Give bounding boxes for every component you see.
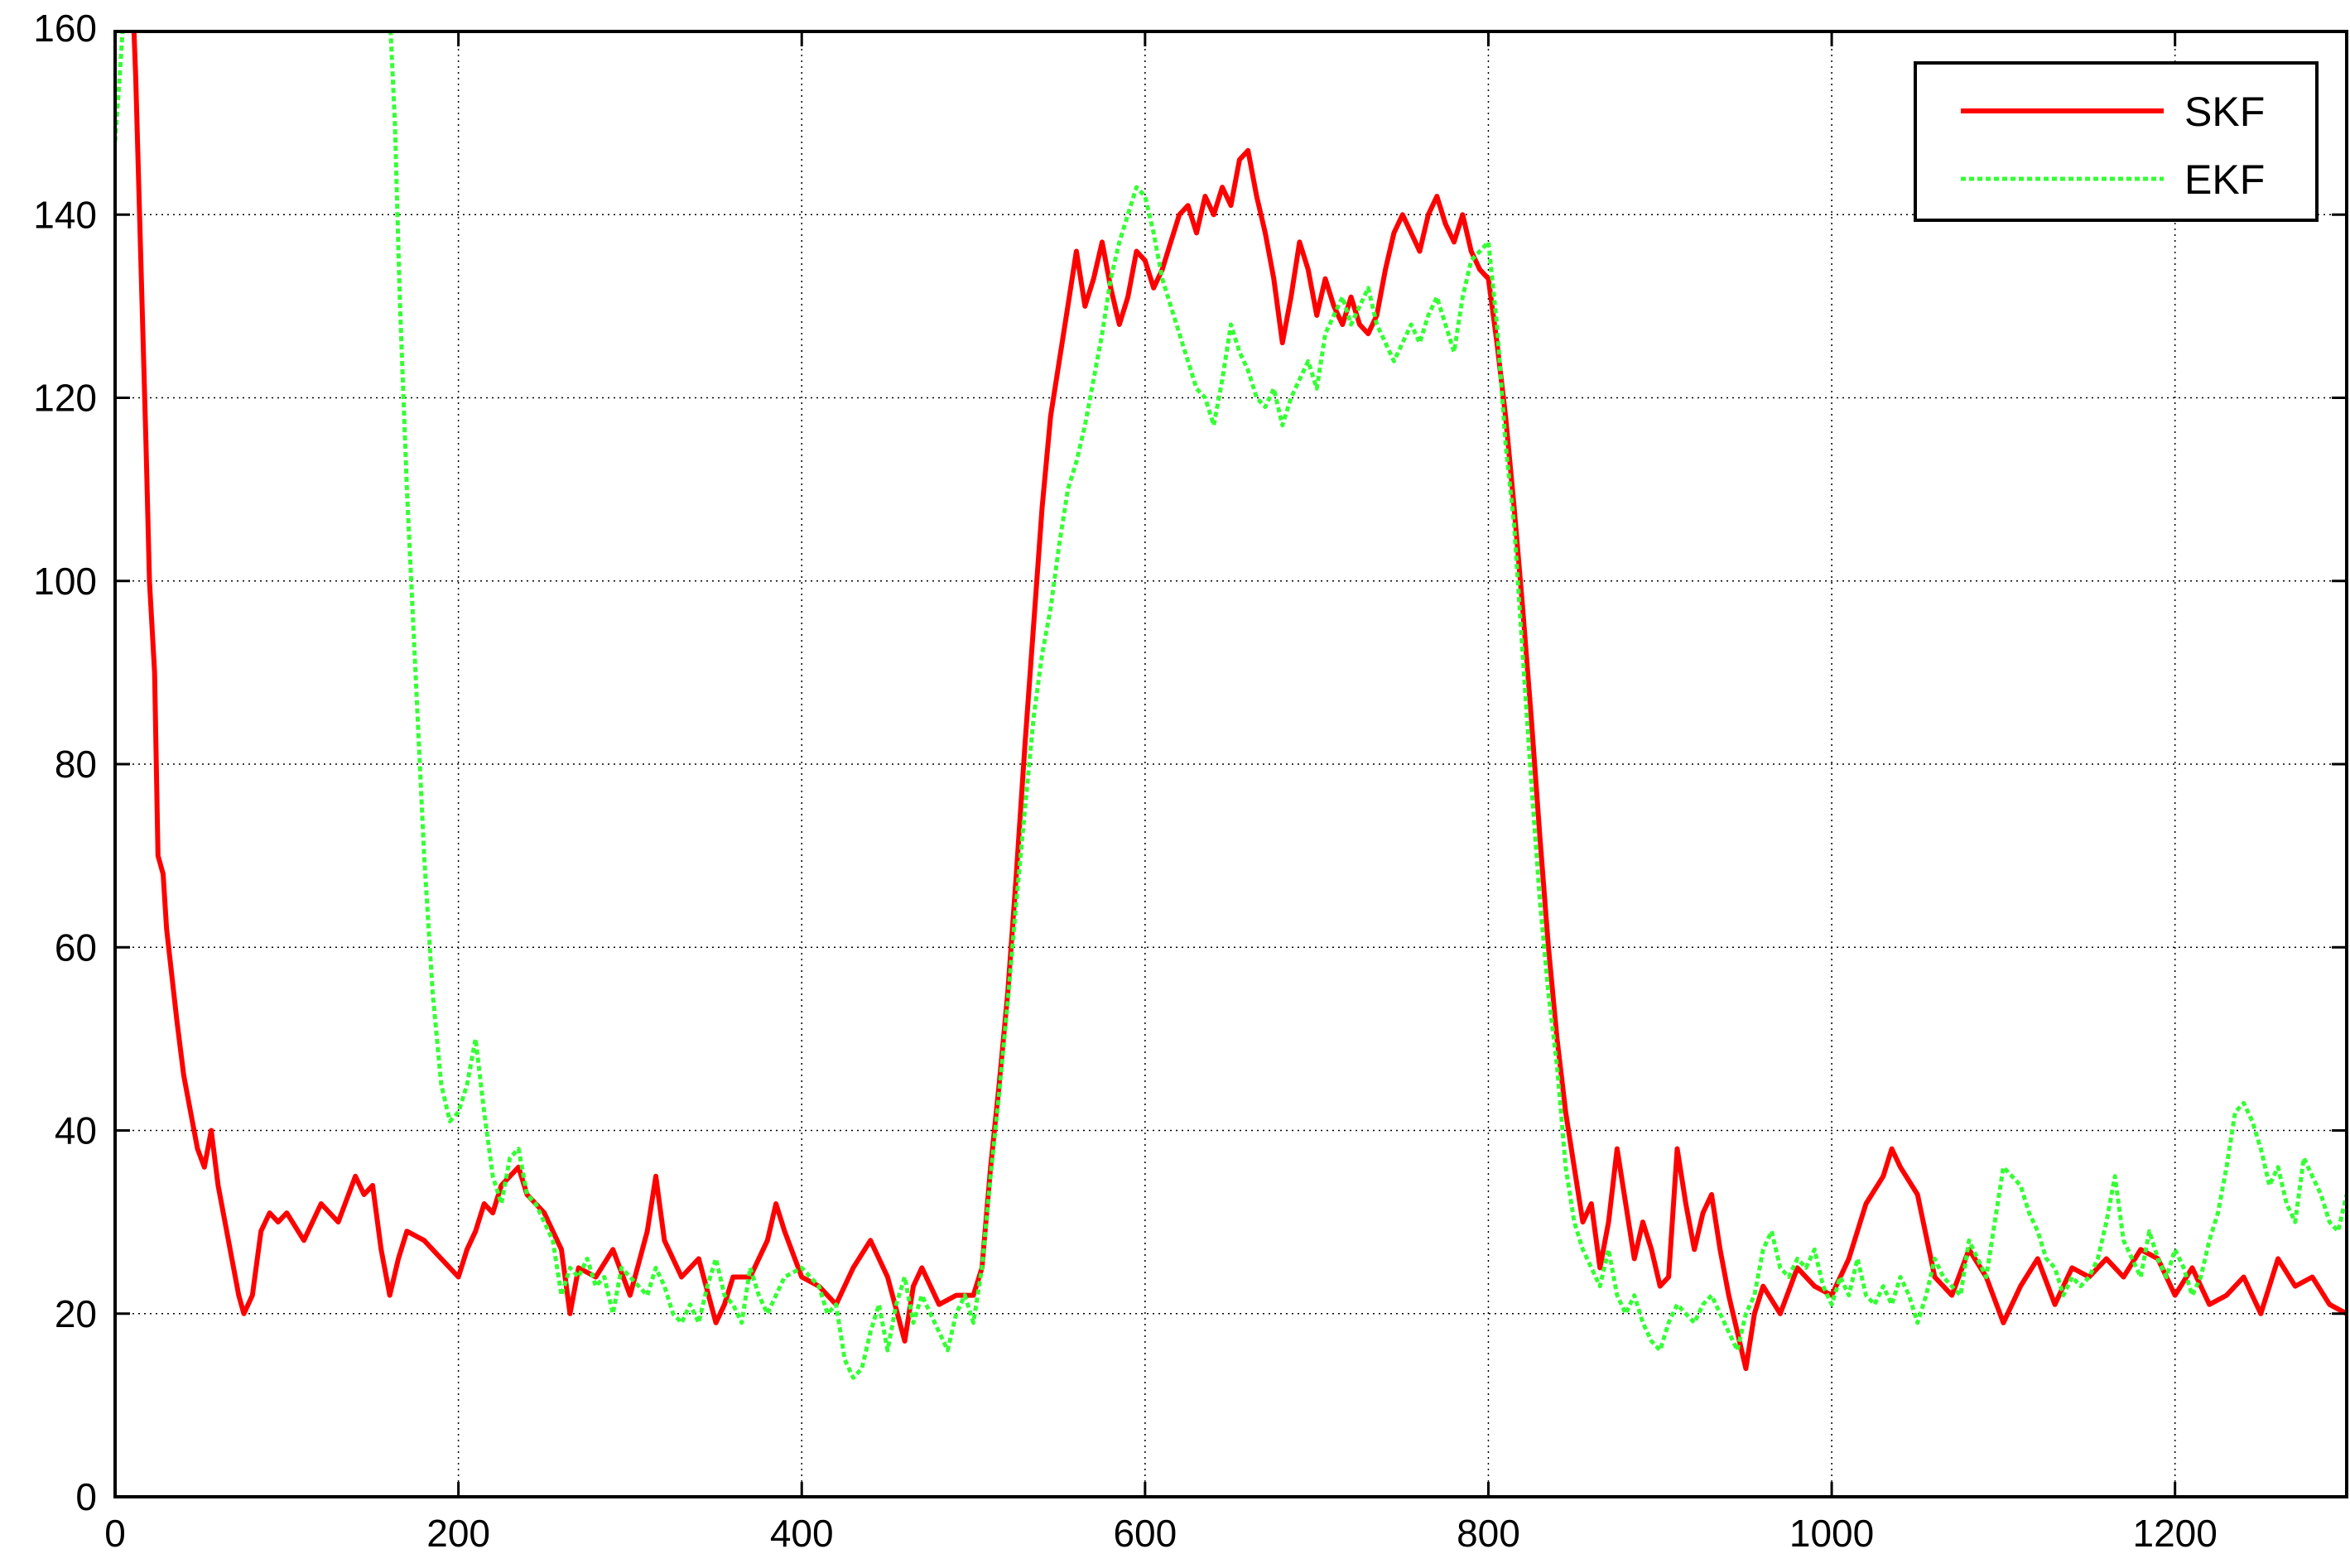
y-tick-label: 140 <box>33 193 97 236</box>
y-tick-label: 80 <box>55 743 97 786</box>
x-tick-label: 1200 <box>2133 1512 2218 1555</box>
x-tick-label: 600 <box>1113 1512 1177 1555</box>
series-line-ekf <box>115 31 2347 1380</box>
axis-ticks <box>113 30 2347 1498</box>
y-tick-label: 120 <box>33 377 97 420</box>
series-layer <box>115 31 2347 1380</box>
x-tick-label: 0 <box>104 1512 126 1555</box>
x-tick-label: 400 <box>770 1512 834 1555</box>
y-tick-label: 0 <box>75 1475 97 1518</box>
x-tick-label: 200 <box>426 1512 490 1555</box>
x-tick-label: 1000 <box>1789 1512 1874 1555</box>
legend-label-skf: SKF <box>2184 89 2265 135</box>
legend-box <box>1914 61 2319 222</box>
x-tick-label: 800 <box>1457 1512 1520 1555</box>
y-tick-label: 40 <box>55 1109 97 1152</box>
series-line-skf <box>131 31 2347 1372</box>
legend-label-ekf: EKF <box>2184 156 2265 203</box>
y-tick-label: 100 <box>33 560 97 603</box>
x-axis-tick-labels: 0 200 400 600 800 1000 1200 <box>104 1512 2218 1555</box>
legend: SKF EKF <box>1914 61 2319 222</box>
y-tick-label: 160 <box>33 7 97 50</box>
y-tick-label: 20 <box>55 1292 97 1335</box>
y-axis-tick-labels: 0 20 40 60 80 100 120 140 160 <box>33 7 97 1518</box>
y-tick-label: 60 <box>55 926 97 969</box>
